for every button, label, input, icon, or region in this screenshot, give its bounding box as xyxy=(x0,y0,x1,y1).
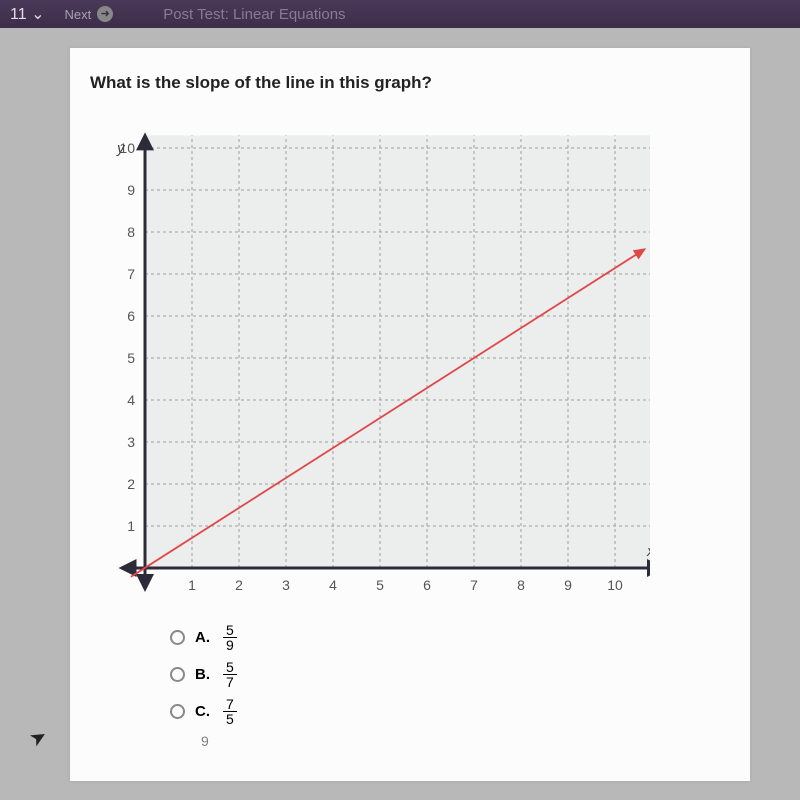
next-button[interactable]: Next ➜ xyxy=(64,6,113,22)
top-bar: 11 ⌄ Next ➜ Post Test: Linear Equations xyxy=(0,0,800,28)
svg-text:3: 3 xyxy=(127,434,135,450)
fraction: 9 xyxy=(198,734,212,748)
svg-text:2: 2 xyxy=(235,577,243,593)
fraction-numerator: 9 xyxy=(198,734,212,748)
radio-icon[interactable] xyxy=(170,704,185,719)
fraction-numerator: 5 xyxy=(223,660,237,675)
answer-option-partial: 9 xyxy=(198,734,730,748)
svg-text:5: 5 xyxy=(127,350,135,366)
svg-text:3: 3 xyxy=(282,577,290,593)
fraction: 7 5 xyxy=(223,697,237,726)
answer-label: A. xyxy=(195,629,213,646)
fraction-numerator: 7 xyxy=(223,697,237,712)
answer-label: B. xyxy=(195,666,213,683)
answer-option-a[interactable]: A. 5 9 xyxy=(170,623,730,652)
chevron-down-icon: ⌄ xyxy=(31,6,44,23)
next-label: Next xyxy=(64,7,91,22)
question-text: What is the slope of the line in this gr… xyxy=(90,73,730,93)
answer-list: A. 5 9 B. 5 7 C. 7 5 9 xyxy=(170,623,730,748)
svg-text:4: 4 xyxy=(329,577,337,593)
svg-text:x: x xyxy=(646,543,650,560)
cursor-icon: ➤ xyxy=(25,722,52,752)
svg-text:10: 10 xyxy=(607,577,623,593)
test-title: Post Test: Linear Equations xyxy=(163,6,345,23)
radio-icon[interactable] xyxy=(170,630,185,645)
svg-text:6: 6 xyxy=(127,308,135,324)
svg-text:9: 9 xyxy=(127,182,135,198)
content-panel: What is the slope of the line in this gr… xyxy=(70,48,750,781)
fraction-denominator: 9 xyxy=(223,638,237,652)
svg-text:7: 7 xyxy=(470,577,478,593)
next-arrow-icon: ➜ xyxy=(97,6,113,22)
fraction: 5 9 xyxy=(223,623,237,652)
fraction: 5 7 xyxy=(223,660,237,689)
svg-text:1: 1 xyxy=(127,518,135,534)
svg-text:4: 4 xyxy=(127,392,135,408)
svg-text:7: 7 xyxy=(127,266,135,282)
radio-icon[interactable] xyxy=(170,667,185,682)
question-number[interactable]: 11 ⌄ xyxy=(10,4,44,24)
answer-option-c[interactable]: C. 7 5 xyxy=(170,697,730,726)
svg-text:8: 8 xyxy=(127,224,135,240)
answer-option-b[interactable]: B. 5 7 xyxy=(170,660,730,689)
fraction-denominator: 7 xyxy=(223,675,237,689)
chart: 1234567891012345678910xy xyxy=(90,113,650,603)
svg-text:6: 6 xyxy=(423,577,431,593)
svg-text:1: 1 xyxy=(188,577,196,593)
svg-text:8: 8 xyxy=(517,577,525,593)
chart-svg: 1234567891012345678910xy xyxy=(90,113,650,603)
fraction-numerator: 5 xyxy=(223,623,237,638)
question-number-text: 11 xyxy=(10,6,27,23)
fraction-denominator: 5 xyxy=(223,712,237,726)
answer-label: C. xyxy=(195,703,213,720)
svg-text:9: 9 xyxy=(564,577,572,593)
svg-text:5: 5 xyxy=(376,577,384,593)
svg-text:2: 2 xyxy=(127,476,135,492)
